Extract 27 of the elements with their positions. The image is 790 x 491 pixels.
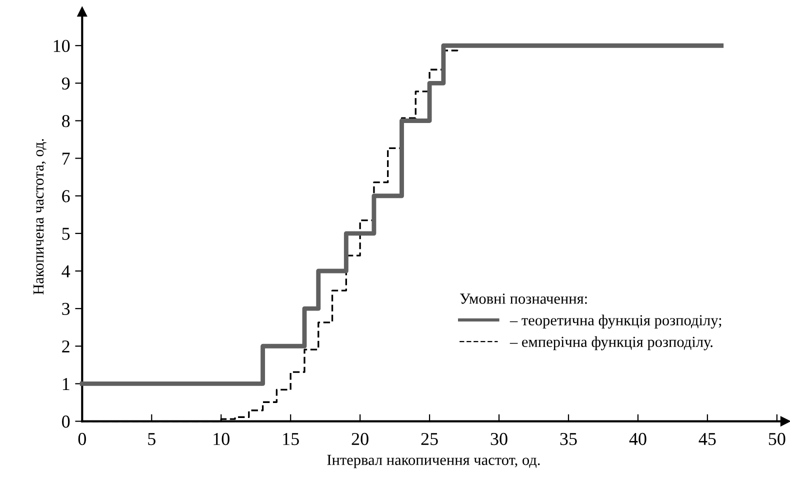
x-tick-label: 5 xyxy=(148,433,156,446)
y-tick-label: 2 xyxy=(62,340,70,352)
x-tick-label: 0 xyxy=(78,432,86,446)
y-tick-label: 0 xyxy=(62,416,70,428)
y-tick-label: 5 xyxy=(62,228,70,240)
y-tick-label: 6 xyxy=(62,190,70,202)
y-tick-label: 10 xyxy=(54,40,70,52)
x-tick-label: 35 xyxy=(560,432,577,446)
x-tick-label: 15 xyxy=(283,433,299,446)
legend-label: – емперічна функція розподілу. xyxy=(510,336,712,350)
x-tick-label: 30 xyxy=(490,432,508,446)
legend-label: – теоретична функція розподілу; xyxy=(510,314,722,329)
y-tick-label: 7 xyxy=(62,152,70,165)
y-tick-label: 4 xyxy=(62,265,70,278)
x-tick-label: 20 xyxy=(352,432,368,446)
y-axis-title: Накопичена частота, од. xyxy=(33,139,46,295)
y-tick-label: 9 xyxy=(62,77,70,90)
x-axis-title: Інтервал накопичення частот, од. xyxy=(327,454,540,468)
y-tick-label: 3 xyxy=(62,302,70,316)
x-tick-label: 25 xyxy=(421,432,438,446)
y-tick-label: 1 xyxy=(62,378,70,390)
x-tick-label: 40 xyxy=(629,432,646,446)
y-tick-label: 8 xyxy=(62,114,70,128)
x-tick-label: 50 xyxy=(768,432,786,446)
legend-title: Умовні позначення: xyxy=(460,294,587,304)
x-tick-label: 10 xyxy=(214,432,230,446)
x-tick-label: 45 xyxy=(698,433,716,446)
